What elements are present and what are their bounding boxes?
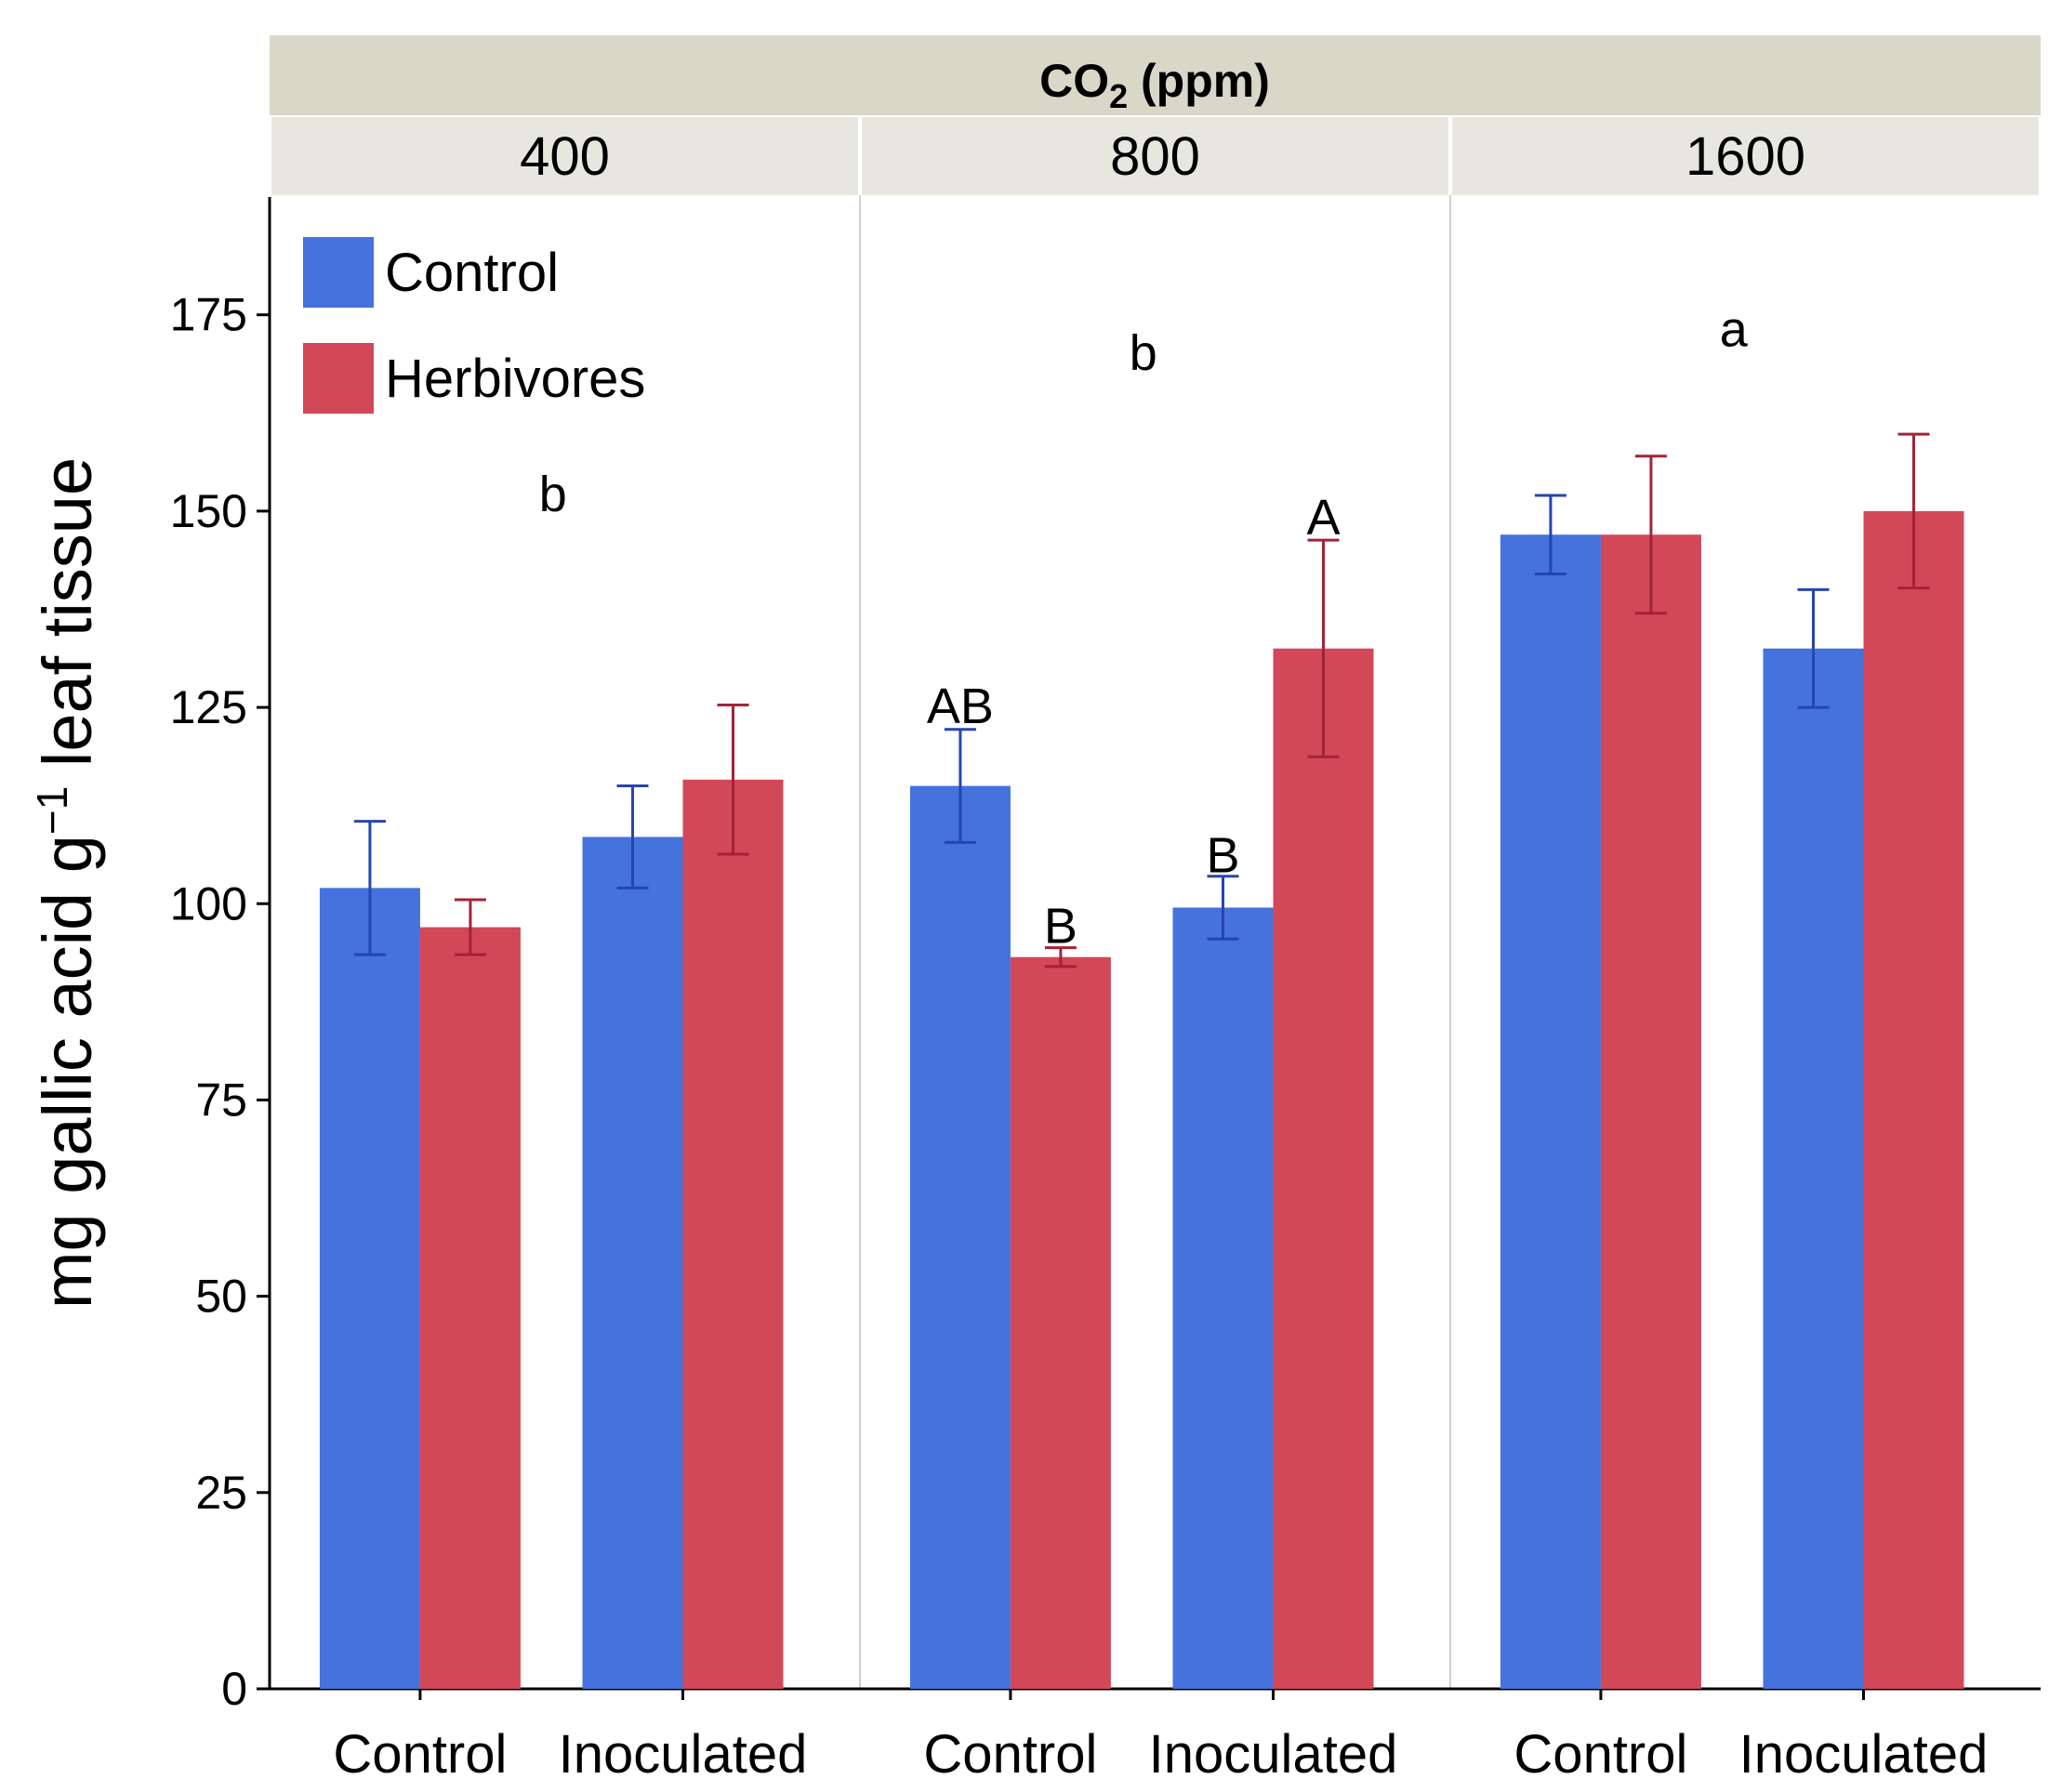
x-tick-label: Control bbox=[923, 1724, 1097, 1785]
x-tick-label: Control bbox=[1513, 1724, 1687, 1785]
y-tick-label: 50 bbox=[195, 1271, 247, 1323]
bar bbox=[582, 837, 683, 1689]
x-tick-label: Inoculated bbox=[1149, 1724, 1398, 1785]
y-tick-label: 0 bbox=[221, 1663, 247, 1715]
facet-title-strip bbox=[270, 35, 2041, 115]
x-tick-label: Inoculated bbox=[559, 1724, 808, 1785]
x-tick-label: Control bbox=[333, 1724, 507, 1785]
x-tick-label: Inoculated bbox=[1739, 1724, 1989, 1785]
significance-letter: B bbox=[1206, 827, 1239, 883]
y-axis: 0 25 50 75 100 125 150 175 bbox=[170, 197, 271, 1715]
significance-letter: a bbox=[1720, 302, 1749, 358]
bar bbox=[682, 779, 784, 1689]
panel-strip bbox=[862, 117, 1448, 195]
significance-letter: b bbox=[1130, 325, 1157, 381]
legend-label: Herbivores bbox=[385, 349, 645, 409]
facet-strips: CO2 (ppm) 400 800 1600 bbox=[270, 35, 2041, 195]
significance-letter: B bbox=[1044, 899, 1077, 955]
legend-swatch bbox=[303, 343, 374, 414]
significance-letter: A bbox=[1306, 490, 1340, 546]
bar bbox=[909, 785, 1011, 1689]
bar bbox=[1863, 510, 1964, 1689]
bar bbox=[319, 888, 420, 1689]
panel-label: 800 bbox=[1110, 126, 1200, 187]
y-tick-label: 75 bbox=[195, 1074, 247, 1126]
y-tick-label: 175 bbox=[170, 289, 247, 341]
panel-label: 400 bbox=[520, 126, 610, 187]
y-tick-label: 125 bbox=[170, 681, 247, 733]
bar bbox=[1010, 956, 1111, 1689]
error-bars bbox=[353, 432, 1930, 968]
facet-title: CO2 (ppm) bbox=[1039, 55, 1270, 115]
y-tick-label: 100 bbox=[170, 877, 247, 929]
panel-strip bbox=[271, 117, 858, 195]
bar bbox=[1763, 648, 1864, 1690]
bar bbox=[1273, 648, 1374, 1690]
y-tick-label: 25 bbox=[195, 1467, 247, 1519]
significance-letter: b bbox=[539, 467, 567, 522]
bars bbox=[319, 510, 1964, 1690]
legend: Control Herbivores bbox=[303, 237, 645, 414]
significance-letter: AB bbox=[927, 679, 994, 734]
y-tick-label: 150 bbox=[170, 485, 247, 537]
legend-label: Control bbox=[385, 243, 559, 303]
legend-swatch bbox=[303, 237, 374, 308]
panel-strips: 400 800 1600 bbox=[271, 117, 2039, 195]
bar bbox=[1600, 534, 1701, 1689]
bar bbox=[1172, 907, 1274, 1689]
annotations: b b a AB B B A bbox=[539, 302, 1749, 955]
bar bbox=[1500, 534, 1601, 1689]
x-axis: Control Inoculated Control Inoculated Contro… bbox=[270, 1687, 2041, 1785]
panel-strip bbox=[1452, 117, 2039, 195]
panel-label: 1600 bbox=[1685, 126, 1805, 187]
y-axis-title: mg gallic acid g−1 leaf tissue bbox=[28, 457, 106, 1309]
bar bbox=[419, 927, 521, 1689]
panel-dividers bbox=[859, 195, 1451, 1689]
